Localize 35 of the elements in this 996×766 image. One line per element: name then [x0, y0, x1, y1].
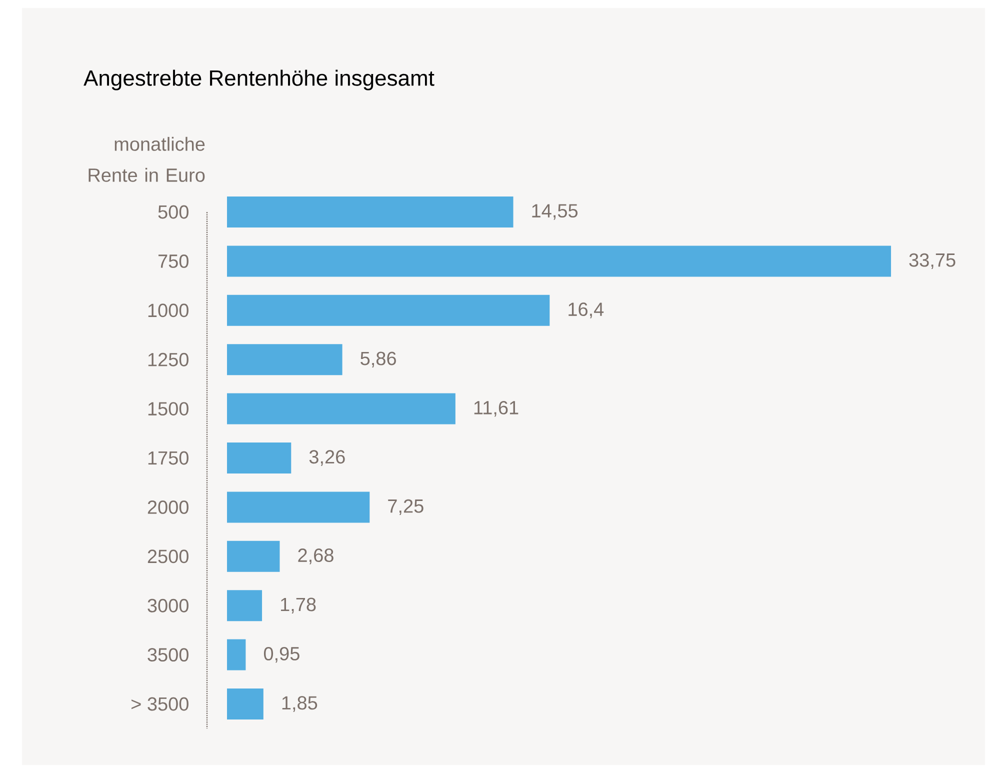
y-tick-label: 1250 — [148, 352, 188, 366]
y-tick-label: 1000 — [148, 304, 188, 318]
data-label: 33,75 — [909, 253, 956, 270]
y-axis-title: monatliche Rente in Euro — [88, 136, 205, 182]
data-label: 0,95 — [264, 646, 300, 663]
y-tick-label: 1750 — [148, 451, 188, 465]
y-tick-label: 1500 — [148, 402, 188, 416]
y-tick-label: 3500 — [148, 648, 188, 662]
y-tick-label: 2500 — [148, 550, 188, 564]
bar — [227, 590, 262, 622]
y-tick-label: 3000 — [148, 598, 188, 612]
data-label: 3,26 — [309, 450, 345, 466]
y-tick-label: 2000 — [148, 500, 188, 514]
data-label: 7,25 — [388, 499, 424, 516]
bar — [227, 442, 292, 474]
bar — [227, 246, 892, 277]
bar — [227, 294, 550, 326]
data-label: 14,55 — [532, 204, 578, 220]
bar — [227, 492, 370, 523]
data-label: 2,68 — [298, 548, 334, 564]
data-label: 11,61 — [474, 400, 518, 417]
data-label: 16,4 — [568, 302, 604, 318]
bar — [227, 639, 246, 670]
y-tick-label: 500 — [158, 205, 188, 219]
bar — [227, 540, 280, 572]
bar — [227, 196, 514, 228]
data-label: 1,78 — [280, 598, 316, 614]
data-label: 1,85 — [282, 696, 318, 712]
bar — [227, 393, 456, 424]
chart-title: Angestrebte Rentenhöhe insgesamt — [84, 70, 434, 90]
bar — [227, 344, 342, 376]
y-tick-label: > 3500 — [132, 697, 188, 711]
data-label: 5,86 — [360, 352, 396, 368]
bar — [227, 688, 264, 720]
y-tick-label: 750 — [158, 254, 188, 268]
